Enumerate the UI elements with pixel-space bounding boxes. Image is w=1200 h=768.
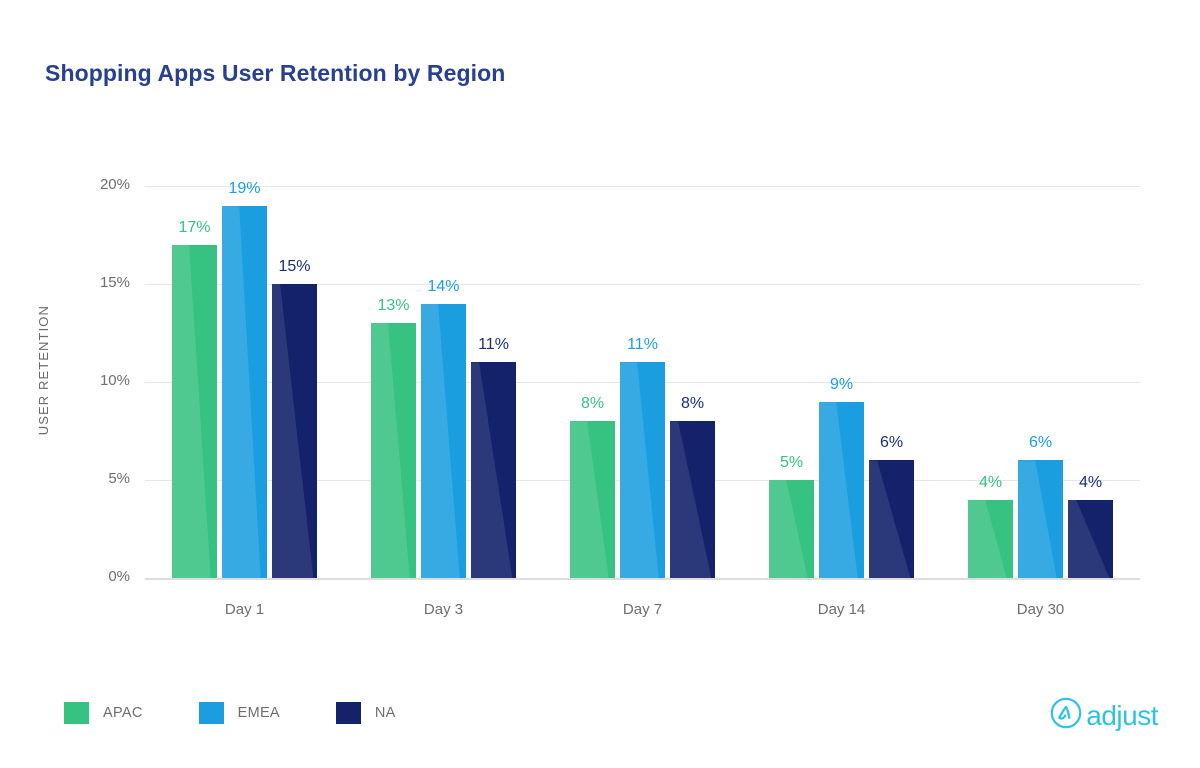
bar-value-label: 8% xyxy=(680,395,705,413)
bar-group: 8% 11% 8% xyxy=(543,186,742,578)
bar-highlight-wedge xyxy=(670,421,712,578)
legend-swatch xyxy=(64,702,89,724)
bar-highlight-wedge xyxy=(968,499,1007,578)
bar-group: 5% 9% 6% xyxy=(742,186,941,578)
bar-emea-day-3[interactable] xyxy=(421,303,466,578)
legend-label: NA xyxy=(374,705,396,721)
bar-na-day-3[interactable] xyxy=(471,362,516,578)
bar-emea-day-14[interactable] xyxy=(819,401,864,578)
gridline xyxy=(145,578,1140,580)
bar-value-label: 6% xyxy=(879,434,904,452)
bar-apac-day-14[interactable] xyxy=(769,480,814,578)
y-axis-tick-label: 10% xyxy=(99,372,130,389)
bar-value-label: 13% xyxy=(377,297,410,315)
bar-na-day-7[interactable] xyxy=(670,421,715,578)
x-axis-tick-label: Day 30 xyxy=(1016,601,1065,618)
bar-value-label: 11% xyxy=(627,336,658,354)
bar-value-label: 8% xyxy=(580,395,605,413)
bar-emea-day-30[interactable] xyxy=(1018,460,1063,578)
bar-group: 13% 14% 11% xyxy=(344,186,543,578)
bar-value-label: 11% xyxy=(478,336,509,354)
y-axis-tick-label: 15% xyxy=(99,274,130,291)
bar-highlight-wedge xyxy=(869,460,911,578)
bar-value-label: 19% xyxy=(228,179,261,197)
legend-item-apac[interactable]: APAC xyxy=(64,702,143,724)
legend-item-na[interactable]: NA xyxy=(335,702,396,724)
x-axis-tick-label: Day 7 xyxy=(622,601,663,618)
chart-legend: APAC EMEA NA xyxy=(64,702,452,724)
bar-value-label: 17% xyxy=(178,218,211,236)
bar-highlight-wedge xyxy=(1068,499,1110,578)
bar-highlight-wedge xyxy=(471,362,513,578)
bar-na-day-1[interactable] xyxy=(272,284,317,578)
bar-highlight-wedge xyxy=(172,244,211,578)
bar-apac-day-30[interactable] xyxy=(968,499,1013,578)
legend-item-emea[interactable]: EMEA xyxy=(198,702,280,724)
brand-wordmark: adjust xyxy=(1086,699,1158,731)
bar-highlight-wedge xyxy=(819,401,858,578)
bar-highlight-wedge xyxy=(769,480,808,578)
x-axis-tick-label: Day 14 xyxy=(817,601,866,618)
bar-emea-day-1[interactable] xyxy=(222,205,267,578)
y-axis-tick-label: 20% xyxy=(99,176,130,193)
x-axis-tick-label: Day 1 xyxy=(224,601,265,618)
gridline xyxy=(145,186,1140,187)
y-axis-title: USER RETENTION xyxy=(36,305,51,436)
bar-group: 17% 19% 15% xyxy=(145,180,344,578)
bar-value-label: 5% xyxy=(779,454,804,471)
y-axis-tick-label: 5% xyxy=(108,470,130,487)
bar-value-label: 6% xyxy=(1028,434,1053,452)
legend-label: EMEA xyxy=(237,705,280,721)
bar-apac-day-3[interactable] xyxy=(371,323,416,578)
x-axis-tick-label: Day 3 xyxy=(423,601,464,618)
bar-na-day-14[interactable] xyxy=(869,460,914,578)
bar-group: 4% 6% 4% xyxy=(941,186,1140,578)
plot-area: 17% 19% 15% 13% 14% 11% 8% 11% 8% 5% 9% 6% 4% 6% 4% xyxy=(145,180,1140,580)
bar-value-label: 14% xyxy=(427,277,460,295)
bar-value-label: 4% xyxy=(1078,473,1103,491)
legend-swatch xyxy=(335,702,361,724)
y-axis-tick-label: 0% xyxy=(108,568,130,585)
bar-emea-day-7[interactable] xyxy=(620,362,665,578)
legend-label: APAC xyxy=(103,705,143,721)
bar-apac-day-1[interactable] xyxy=(172,244,217,578)
page-title: Shopping Apps User Retention by Region xyxy=(45,60,506,86)
gridline xyxy=(145,284,1140,285)
bar-apac-day-7[interactable] xyxy=(570,421,615,578)
adjust-circle-logo-icon xyxy=(1049,696,1083,735)
bar-na-day-30[interactable] xyxy=(1068,499,1113,578)
bar-highlight-wedge xyxy=(272,284,314,578)
bar-value-label: 9% xyxy=(829,375,854,393)
legend-swatch xyxy=(198,702,224,724)
bar-value-label: 15% xyxy=(278,258,311,275)
bar-highlight-wedge xyxy=(371,323,410,578)
brand-logo: adjust xyxy=(1049,696,1158,735)
bar-highlight-wedge xyxy=(570,421,609,578)
bar-value-label: 4% xyxy=(978,473,1003,491)
